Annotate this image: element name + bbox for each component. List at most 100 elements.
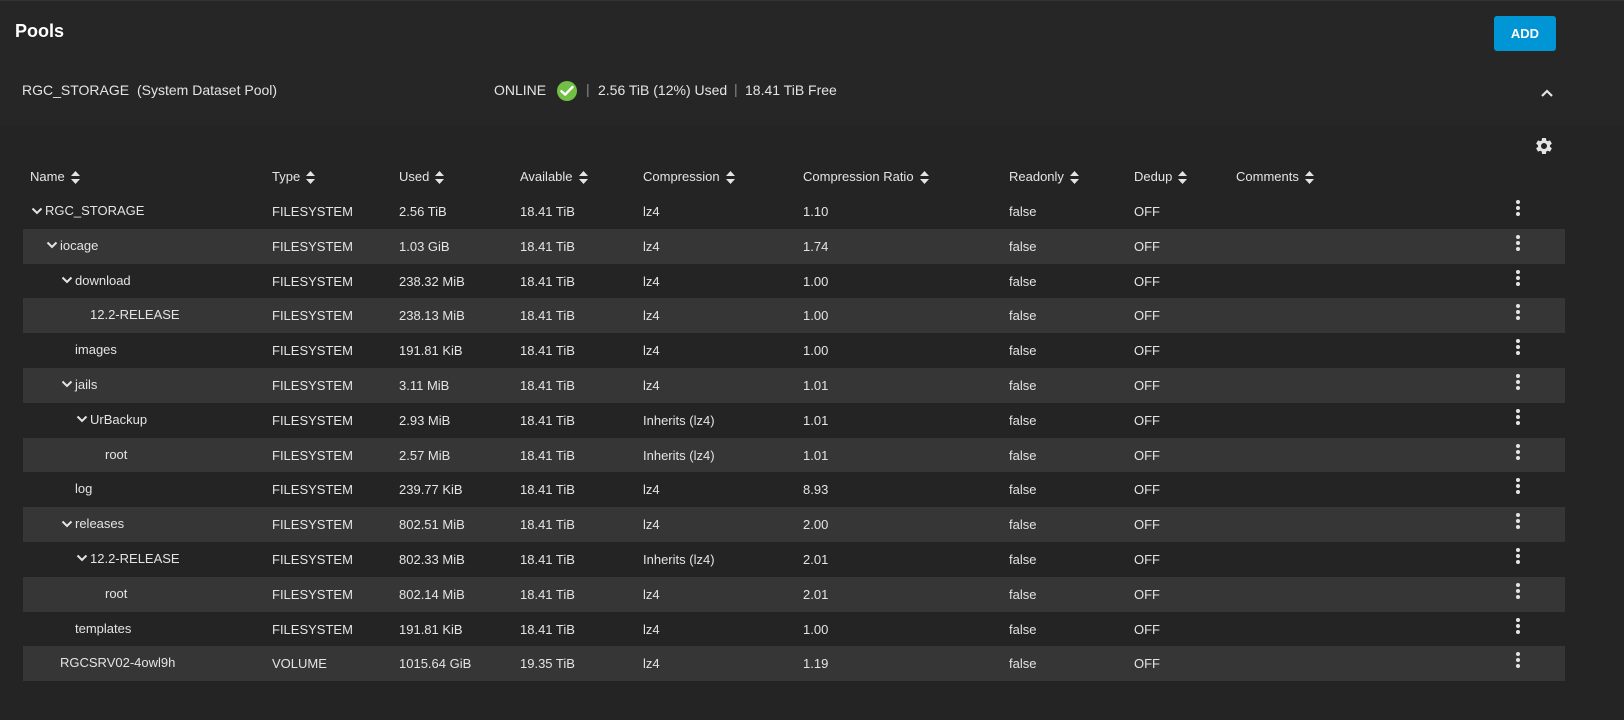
cell-name: root xyxy=(105,586,127,601)
cell-name: RGC_STORAGE xyxy=(31,203,144,218)
cell-available: 18.41 TiB xyxy=(520,517,575,533)
cell-available: 19.35 TiB xyxy=(520,656,575,672)
table-row[interactable]: templates FILESYSTEM 191.81 KiB 18.41 TiB lz… xyxy=(23,612,1565,647)
gear-icon[interactable] xyxy=(1534,136,1554,161)
pool-status: ONLINE xyxy=(494,82,547,98)
dataset-table: Name Type Used Available Compression Com… xyxy=(0,125,1624,720)
more-vertical-icon[interactable] xyxy=(1510,443,1526,464)
cell-name: templates xyxy=(75,621,131,636)
more-vertical-icon[interactable] xyxy=(1510,408,1526,429)
cell-type: FILESYSTEM xyxy=(272,517,353,533)
chevron-down-icon[interactable] xyxy=(31,207,43,215)
table-row[interactable]: jails FILESYSTEM 3.11 MiB 18.41 TiB lz4 1.01 f… xyxy=(23,367,1565,403)
cell-readonly: false xyxy=(1009,551,1037,567)
more-vertical-icon[interactable] xyxy=(1510,617,1526,638)
chevron-down-icon[interactable] xyxy=(61,520,73,528)
cell-type: FILESYSTEM xyxy=(272,238,353,254)
more-vertical-icon[interactable] xyxy=(1510,513,1526,533)
cell-available: 18.41 TiB xyxy=(520,308,575,324)
cell-type: VOLUME xyxy=(272,656,327,672)
table-row[interactable]: download FILESYSTEM 238.32 MiB 18.41 TiB lz4… xyxy=(23,264,1565,299)
more-vertical-icon[interactable] xyxy=(1510,339,1526,359)
chevron-down-icon[interactable] xyxy=(61,276,73,284)
col-header-compression-ratio[interactable]: Compression Ratio xyxy=(803,169,929,185)
table-row[interactable]: RGCSRV02-4owl9h VOLUME 1015.64 GiB 19.35 Ti… xyxy=(23,646,1565,682)
cell-type: FILESYSTEM xyxy=(272,377,353,393)
cell-available: 18.41 TiB xyxy=(520,586,575,602)
table-row[interactable]: root FILESYSTEM 802.14 MiB 18.41 TiB lz4 2.01… xyxy=(23,576,1565,612)
table-row[interactable]: releases FILESYSTEM 802.51 MiB 18.41 TiB lz4… xyxy=(23,507,1565,542)
pool-summary-bar[interactable]: RGC_STORAGE (System Dataset Pool) ONLINE… xyxy=(0,67,1624,125)
cell-compression-ratio: 1.00 xyxy=(803,343,829,359)
cell-name: 12.2-RELEASE xyxy=(90,307,180,322)
table-row[interactable]: 12.2-RELEASE FILESYSTEM 238.13 MiB 18.41 Ti… xyxy=(23,298,1565,334)
more-vertical-icon[interactable] xyxy=(1510,478,1526,498)
chevron-up-icon[interactable] xyxy=(1540,85,1554,101)
chevron-down-icon[interactable] xyxy=(76,415,88,423)
cell-readonly: false xyxy=(1009,586,1037,602)
chevron-down-icon[interactable] xyxy=(76,554,88,562)
more-vertical-icon[interactable] xyxy=(1510,373,1526,394)
table-row[interactable]: root FILESYSTEM 2.57 MiB 18.41 TiB Inherits … xyxy=(23,437,1565,473)
cell-compression-ratio: 2.00 xyxy=(803,517,829,533)
cell-available: 18.41 TiB xyxy=(520,273,575,289)
cell-type: FILESYSTEM xyxy=(272,412,353,428)
cell-compression-ratio: 1.00 xyxy=(803,621,829,637)
table-row[interactable]: RGC_STORAGE FILESYSTEM 2.56 TiB 18.41 TiB lz… xyxy=(23,194,1565,229)
col-header-comments[interactable]: Comments xyxy=(1236,169,1314,185)
table-row[interactable]: 12.2-RELEASE FILESYSTEM 802.33 MiB 18.41 Ti… xyxy=(23,542,1565,577)
cell-compression-ratio: 2.01 xyxy=(803,586,829,602)
cell-compression-ratio: 1.01 xyxy=(803,447,829,463)
cell-readonly: false xyxy=(1009,447,1037,463)
col-header-used[interactable]: Used xyxy=(399,169,445,185)
more-vertical-icon[interactable] xyxy=(1510,652,1526,672)
cell-compression: lz4 xyxy=(643,238,660,254)
table-row[interactable]: log FILESYSTEM 239.77 KiB 18.41 TiB lz4 8.93 f… xyxy=(23,472,1565,507)
more-vertical-icon[interactable] xyxy=(1510,234,1526,255)
cell-compression-ratio: 1.19 xyxy=(803,656,829,672)
table-row[interactable]: images FILESYSTEM 191.81 KiB 18.41 TiB lz4 1.… xyxy=(23,333,1565,368)
cell-dedup: OFF xyxy=(1134,517,1160,533)
cell-available: 18.41 TiB xyxy=(520,238,575,254)
cell-readonly: false xyxy=(1009,343,1037,359)
cell-name: RGCSRV02-4owl9h xyxy=(60,655,175,670)
more-vertical-icon[interactable] xyxy=(1510,200,1526,220)
cell-used: 239.77 KiB xyxy=(399,482,463,498)
more-vertical-icon[interactable] xyxy=(1510,547,1526,568)
col-header-compression[interactable]: Compression xyxy=(643,169,735,185)
cell-dedup: OFF xyxy=(1134,273,1160,289)
col-header-available[interactable]: Available xyxy=(520,169,588,185)
sort-icon xyxy=(1304,171,1314,185)
more-vertical-icon[interactable] xyxy=(1510,582,1526,603)
table-body: RGC_STORAGE FILESYSTEM 2.56 TiB 18.41 TiB lz… xyxy=(23,194,1565,682)
cell-used: 3.11 MiB xyxy=(399,377,450,393)
cell-name: releases xyxy=(61,516,124,531)
pools-header: Pools ADD xyxy=(0,1,1624,67)
cell-type: FILESYSTEM xyxy=(272,204,353,219)
cell-name: root xyxy=(105,447,127,462)
chevron-down-icon[interactable] xyxy=(61,380,73,388)
cell-available: 18.41 TiB xyxy=(520,412,575,428)
cell-compression: lz4 xyxy=(643,517,660,533)
cell-type: FILESYSTEM xyxy=(272,343,353,359)
col-header-dedup[interactable]: Dedup xyxy=(1134,169,1188,185)
table-row[interactable]: UrBackup FILESYSTEM 2.93 MiB 18.41 TiB Inher… xyxy=(23,403,1565,438)
col-header-type[interactable]: Type xyxy=(272,169,316,185)
separator: | xyxy=(586,81,590,97)
table-row[interactable]: iocage FILESYSTEM 1.03 GiB 18.41 TiB lz4 1.74… xyxy=(23,228,1565,264)
check-circle-icon xyxy=(557,81,577,101)
col-header-name[interactable]: Name xyxy=(30,169,80,185)
cell-readonly: false xyxy=(1009,204,1037,219)
chevron-down-icon[interactable] xyxy=(46,241,58,249)
cell-readonly: false xyxy=(1009,273,1037,289)
col-header-readonly[interactable]: Readonly xyxy=(1009,169,1079,185)
sort-icon xyxy=(435,171,445,185)
cell-readonly: false xyxy=(1009,238,1037,254)
cell-compression: lz4 xyxy=(643,586,660,602)
dataset-name: UrBackup xyxy=(90,411,148,427)
add-pool-button[interactable]: ADD xyxy=(1494,16,1556,51)
more-vertical-icon[interactable] xyxy=(1510,269,1526,290)
more-vertical-icon[interactable] xyxy=(1510,304,1526,324)
cell-readonly: false xyxy=(1009,517,1037,533)
